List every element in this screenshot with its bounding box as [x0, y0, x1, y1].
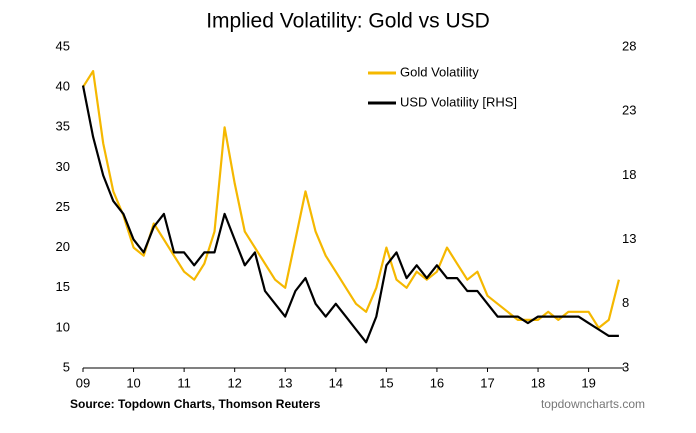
y-tick-label: 25 — [56, 199, 70, 214]
y-tick-label: 5 — [63, 359, 70, 374]
series-line — [81, 85, 619, 344]
y2-tick-label: 18 — [622, 167, 636, 182]
source: Source: Topdown Charts, Thomson Reuters — [70, 397, 321, 411]
y-tick-label: 10 — [56, 319, 70, 334]
x-tick-label: 09 — [76, 375, 90, 390]
x-tick-label: 16 — [430, 375, 444, 390]
legend-label: Gold Volatility — [400, 64, 479, 79]
watermark: topdowncharts.com — [541, 397, 645, 411]
x-tick-label: 19 — [581, 375, 595, 390]
chart-title: Implied Volatility: Gold vs USD — [206, 10, 490, 33]
x-tick-label: 17 — [480, 375, 494, 390]
y2-tick-label: 23 — [622, 103, 636, 118]
y-tick-label: 45 — [56, 38, 70, 53]
y2-tick-label: 8 — [622, 295, 629, 310]
series-line — [82, 70, 620, 329]
y-tick-label: 40 — [56, 79, 70, 94]
legend-label: USD Volatility [RHS] — [400, 94, 517, 109]
y-tick-label: 35 — [56, 119, 70, 134]
y2-tick-label: 28 — [622, 38, 636, 53]
x-tick-label: 18 — [531, 375, 545, 390]
x-tick-label: 12 — [227, 375, 241, 390]
y-tick-label: 20 — [56, 239, 70, 254]
x-tick-label: 15 — [379, 375, 393, 390]
x-tick-label: 10 — [126, 375, 140, 390]
x-tick-label: 14 — [329, 375, 343, 390]
y2-tick-label: 3 — [622, 359, 629, 374]
y2-tick-label: 13 — [622, 231, 636, 246]
x-tick-label: 13 — [278, 375, 292, 390]
y-tick-label: 15 — [56, 279, 70, 294]
x-tick-label: 11 — [177, 375, 191, 390]
y-tick-label: 30 — [56, 159, 70, 174]
